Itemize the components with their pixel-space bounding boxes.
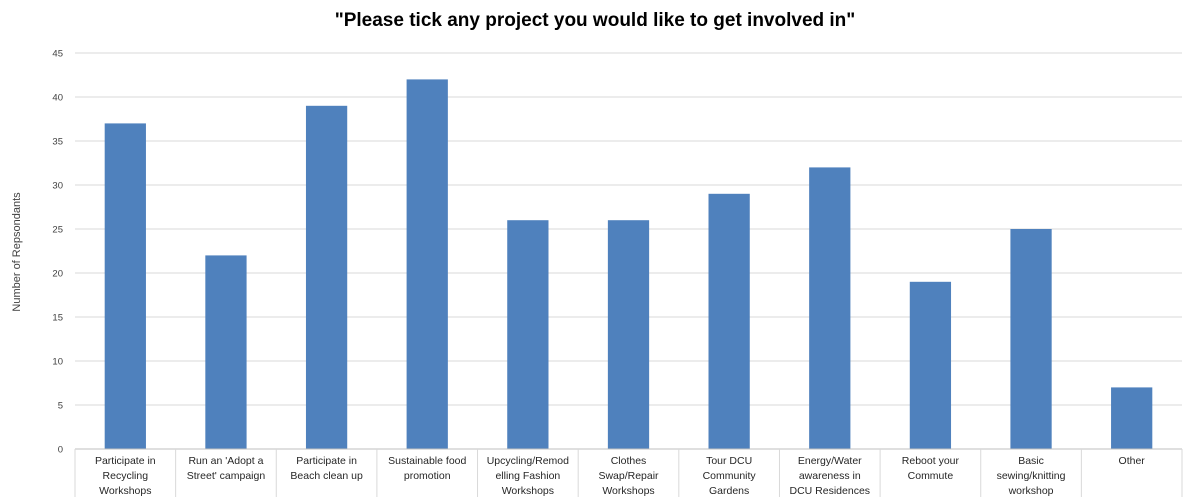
x-tick-label: Run an 'Adopt a Street' campaign (187, 455, 266, 482)
y-axis-ticks: 0 5 10 15 20 25 30 35 40 45 (52, 49, 63, 456)
x-tick-label: Basic sewing/knitting workshop (997, 455, 1066, 497)
y-tick-label: 15 (52, 313, 63, 324)
bar (305, 105, 348, 450)
bar (1010, 229, 1052, 449)
chart-title: "Please tick any project you would like … (335, 10, 856, 31)
bar (1111, 387, 1153, 449)
bar (809, 167, 851, 449)
x-tick-label: Reboot your Commute (902, 455, 960, 482)
bars (104, 79, 1153, 450)
x-tick-label: Participate in Beach clean up (290, 455, 363, 482)
bar (607, 220, 650, 449)
x-tick-label: Sustainable food promotion (388, 455, 466, 482)
y-axis-label: Number of Repsondants (11, 192, 23, 312)
x-tick-label: Tour DCU Community Gardens (703, 455, 757, 497)
bar (507, 220, 549, 449)
bar (104, 123, 146, 450)
y-tick-label: 0 (58, 445, 63, 456)
bar (708, 193, 750, 449)
x-axis (74, 448, 1183, 497)
y-tick-label: 35 (52, 137, 63, 148)
x-tick-label: Participate in Recycling Workshops (95, 455, 156, 497)
y-tick-label: 40 (52, 93, 63, 104)
bar (909, 281, 952, 449)
bar (406, 79, 448, 450)
x-tick-label: Other (1119, 455, 1146, 467)
y-tick-label: 20 (52, 269, 63, 280)
x-axis-ticks: Participate in Recycling Workshops Run an '… (95, 455, 1145, 497)
x-tick-label: Energy/Water awareness in DCU Residences (790, 455, 871, 497)
x-tick-label: Clothes Swap/Repair Workshops (598, 455, 659, 497)
y-tick-label: 10 (52, 357, 63, 368)
y-tick-label: 5 (58, 401, 63, 412)
x-tick-label: Upcycling/Remod elling Fashion Workshops (487, 455, 569, 497)
y-tick-label: 45 (52, 49, 63, 60)
y-tick-label: 30 (52, 181, 63, 192)
bar (205, 255, 247, 449)
y-tick-label: 25 (52, 225, 63, 236)
